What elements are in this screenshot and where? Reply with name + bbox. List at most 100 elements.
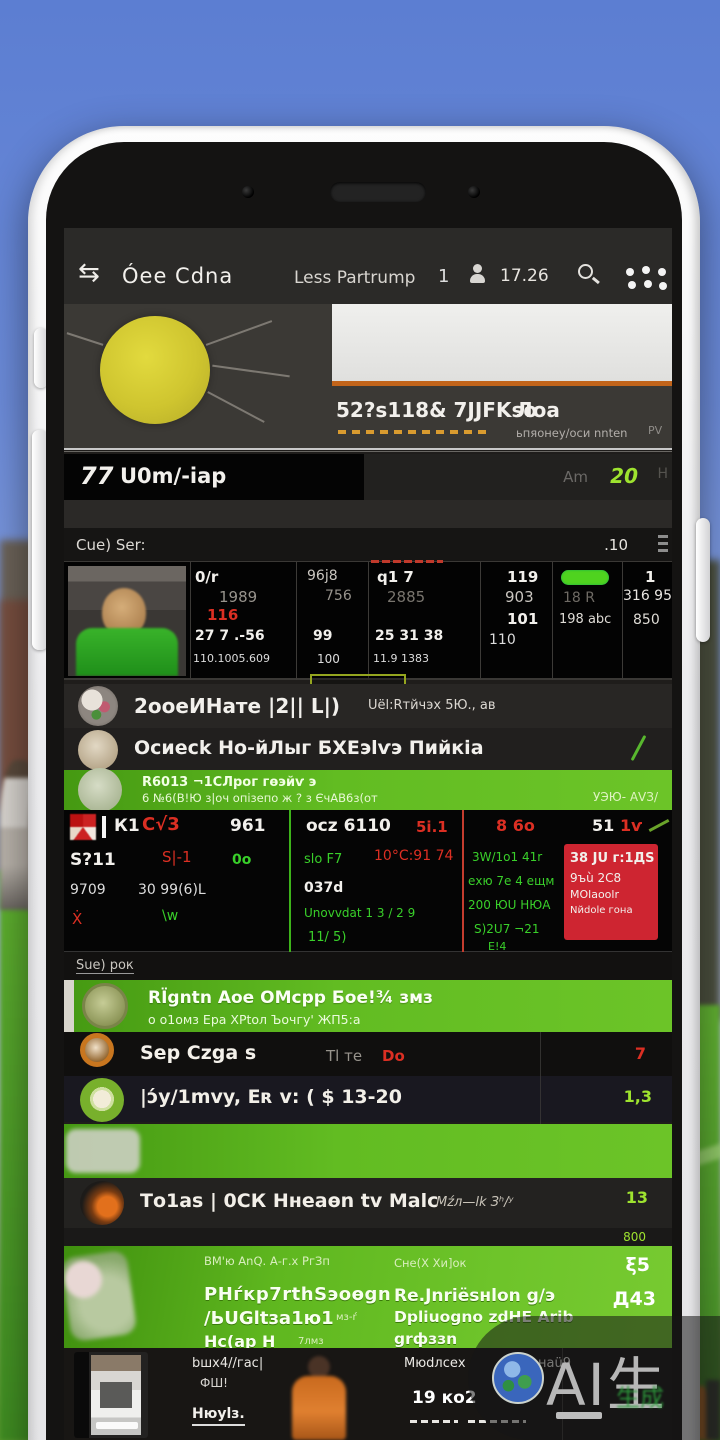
odds-cell[interactable]: 10°C:91 74 xyxy=(374,848,454,864)
odds-cell[interactable]: 200 ЮU НЮА xyxy=(468,898,551,912)
promo-banner-1[interactable]: R6013 ¬1СЛрог гѳэйѵ э 6 №6(В!Ю з|оч опіз… xyxy=(64,768,672,812)
sun-ray xyxy=(205,320,273,346)
team-bar xyxy=(102,816,106,838)
player-photo xyxy=(68,566,186,676)
search-icon[interactable] xyxy=(578,264,593,279)
market-row-sep[interactable]: Sep Сzgа s Тl те Dо 7 xyxy=(64,1032,672,1076)
stat-value: 316 951 xyxy=(623,588,672,604)
app-title: Óee Cdna xyxy=(122,264,234,288)
odds-header[interactable]: 5i.1 xyxy=(416,818,448,836)
stat-value: 110.1005.609 xyxy=(193,652,270,665)
clock-label: 17.26 xyxy=(500,266,549,286)
odds-cell[interactable]: ехю 7е 4 ещм xyxy=(468,874,555,888)
odds-cell[interactable]: \w xyxy=(162,908,179,924)
stats-col-4[interactable]: 119 903 101 110 xyxy=(480,562,552,680)
odds-header[interactable]: 51 xyxy=(592,816,615,835)
green-banner-bar[interactable] xyxy=(64,1124,672,1178)
kiwi-avatar xyxy=(80,1078,124,1122)
market-row-totals[interactable]: То1аs | 0СК Ннеаѳn tv Маlс Мźл—lk Зʰ/ʸ 1… xyxy=(64,1178,672,1228)
market-odds[interactable]: 1,3 xyxy=(623,1087,652,1106)
grid-menu-icon[interactable] xyxy=(626,268,634,276)
odds-cell[interactable]: 9709 xyxy=(70,882,106,898)
match-avatar xyxy=(78,686,118,726)
scrollbar[interactable] xyxy=(658,535,668,538)
stat-value: 116 xyxy=(207,606,239,624)
profile-icon[interactable] xyxy=(470,264,486,284)
hero-dotted-line xyxy=(338,430,490,434)
suspended-cell[interactable]: 38 JU г:1ДS 9ъù 2С8 MOlaoolr Nйdolе гона xyxy=(564,844,658,940)
match-row-1[interactable]: 2ooeИНате |2|| L|) Uël:Rтйчэх 5Ю., ав xyxy=(64,684,672,728)
odds-cell[interactable]: 3W/1o1 41r xyxy=(472,850,543,864)
sun-ray xyxy=(207,391,265,423)
divider xyxy=(64,451,672,452)
back-icon[interactable]: ⇆ xyxy=(78,258,100,288)
earpiece-speaker xyxy=(330,182,426,202)
show-more-link[interactable]: Sue) рок xyxy=(76,958,134,974)
section-bar[interactable]: 77 U0m/-iap Am 20 H xyxy=(64,454,672,500)
odds-cell[interactable]: Ẋ xyxy=(72,910,83,928)
market-odds[interactable]: 13 xyxy=(625,1188,648,1207)
odds-header[interactable]: 8 6o xyxy=(496,816,535,835)
stat-value: 110 xyxy=(489,632,516,648)
market-odds[interactable]: 7 xyxy=(634,1044,646,1063)
watermark-echo: 生成 xyxy=(616,1384,664,1412)
hero-card[interactable]: 52?s118& 7JJFKso Лоа ьпяонеу/оси nnten P… xyxy=(64,304,672,448)
banner-edge xyxy=(64,980,74,1032)
section-icon: 77 xyxy=(80,462,114,490)
footer-tiny-left-3: 7лмз xyxy=(298,1336,324,1347)
person-head xyxy=(308,1356,330,1378)
banner-blob xyxy=(66,1129,140,1173)
watermark-underscore xyxy=(556,1412,602,1419)
odds-cell[interactable]: Unovvdat 1 3 / 2 9 xyxy=(304,906,416,920)
team-icon xyxy=(70,814,96,840)
promo-avatar xyxy=(78,768,122,812)
odds-header[interactable]: 1ѵ xyxy=(620,816,643,835)
sun-ray xyxy=(212,364,290,378)
promo-right: УЭЮ- АVЗ/ xyxy=(593,790,658,804)
stat-value: 25 31 38 xyxy=(375,628,444,644)
section-title: U0m/-iap xyxy=(120,464,227,488)
market-row-1320[interactable]: |ɔ́y/1mvy, Еʀ v: ( $ 13-20 1,3 xyxy=(64,1076,672,1122)
stat-value: 1989 xyxy=(219,588,258,606)
stats-col-1[interactable]: 0/r 1989 116 27 7 .-56 110.1005.609 xyxy=(190,562,296,680)
odds-header[interactable]: ocz 6110 xyxy=(306,816,391,836)
sun-graphic xyxy=(100,316,210,424)
front-camera-left xyxy=(242,186,254,198)
odds-cell[interactable]: Е!4 xyxy=(488,940,507,953)
odds-cell[interactable]: 0o xyxy=(232,852,252,868)
odds-cell[interactable]: slo F7 xyxy=(304,852,343,867)
underline-dashes xyxy=(410,1420,458,1423)
odds-cell[interactable]: S)2U7 ¬21 xyxy=(474,922,540,936)
front-camera-right xyxy=(468,186,480,198)
stat-value: 18 R xyxy=(563,590,595,606)
odds-cell[interactable]: 30 99(6)L xyxy=(138,882,206,898)
odds-grid: К1 С√3 961 ocz 6110 5i.1 8 6o 51 1ѵ S?11… xyxy=(64,810,672,953)
market-mid-red: Dо xyxy=(382,1047,405,1065)
promo-line-2: 6 №6(В!Ю з|оч опізепо ж ? з ЄчАВ6з(от xyxy=(142,791,378,805)
promo-banner-2[interactable]: RЇgntn Аое ОМсрр Бое!¾ змз о о1омз Ера Х… xyxy=(64,980,672,1032)
match-row-2[interactable]: Осиеck Но-йЛыг БХЕэlѵэ Пийкіа xyxy=(64,728,672,770)
stats-col-3[interactable]: q1 7 2885 25 31 38 11.9 1383 xyxy=(368,560,480,680)
scrollbar[interactable] xyxy=(658,542,668,545)
odds-cell[interactable]: 037d xyxy=(304,880,344,896)
bottom-link[interactable]: Нюуlз. xyxy=(192,1406,245,1426)
odds-cell[interactable]: S?11 xyxy=(70,850,116,870)
scrollbar[interactable] xyxy=(658,549,668,552)
footer-tiny-left-2: мз-ŕ xyxy=(336,1312,357,1323)
odds-cell[interactable]: 11/ 5) xyxy=(308,930,347,945)
section-chip xyxy=(64,454,364,500)
odds-header[interactable]: 961 xyxy=(230,816,266,836)
notification-count[interactable]: 1 xyxy=(438,266,450,287)
market-mid: Тl те xyxy=(326,1047,363,1065)
stats-col-2[interactable]: 96j8 756 99 100 xyxy=(296,562,368,680)
screenshot-thumbnail[interactable] xyxy=(74,1352,148,1438)
volume-button-1 xyxy=(34,328,48,388)
stat-value: 101 xyxy=(507,610,539,628)
stat-value: 11.9 1383 xyxy=(373,652,429,665)
crest-glyph-2: Д43 xyxy=(612,1288,656,1310)
stats-col-5[interactable]: 18 R 198 abc xyxy=(552,562,622,680)
hero-pv: PV xyxy=(648,424,663,437)
stats-col-6[interactable]: 1 316 951 850 xyxy=(622,562,672,680)
odds-cell[interactable]: S|-1 xyxy=(162,848,192,866)
